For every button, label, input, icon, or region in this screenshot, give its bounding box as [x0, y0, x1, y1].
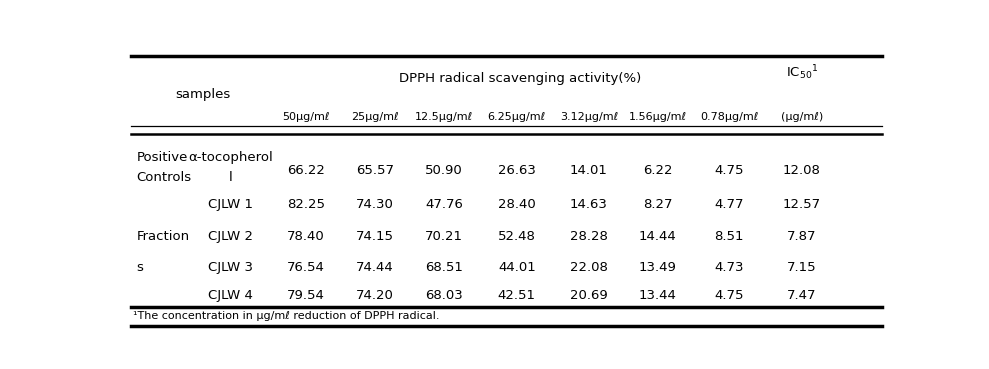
Text: CJLW 3: CJLW 3 — [209, 261, 253, 274]
Text: Fraction: Fraction — [136, 230, 190, 242]
Text: 74.30: 74.30 — [356, 198, 394, 211]
Text: 79.54: 79.54 — [287, 289, 325, 302]
Text: 74.15: 74.15 — [356, 230, 394, 242]
Text: 7.47: 7.47 — [787, 289, 817, 302]
Text: 14.44: 14.44 — [639, 230, 676, 242]
Text: (μg/mℓ): (μg/mℓ) — [781, 113, 823, 123]
Text: 44.01: 44.01 — [497, 261, 536, 274]
Text: CJLW 2: CJLW 2 — [209, 230, 253, 242]
Text: 52.48: 52.48 — [497, 230, 536, 242]
Text: 12.5μg/mℓ: 12.5μg/mℓ — [415, 113, 473, 123]
Text: DPPH radical scavenging activity(%): DPPH radical scavenging activity(%) — [400, 72, 642, 85]
Text: CJLW 1: CJLW 1 — [209, 198, 253, 211]
Text: 4.75: 4.75 — [714, 164, 744, 177]
Text: 28.40: 28.40 — [497, 198, 536, 211]
Text: CJLW 4: CJLW 4 — [209, 289, 253, 302]
Text: s: s — [136, 261, 143, 274]
Text: 4.77: 4.77 — [714, 198, 744, 211]
Text: 13.49: 13.49 — [639, 261, 676, 274]
Text: 8.51: 8.51 — [714, 230, 744, 242]
Text: Controls: Controls — [136, 171, 192, 184]
Text: 68.51: 68.51 — [425, 261, 463, 274]
Text: 65.57: 65.57 — [356, 164, 394, 177]
Text: 4.73: 4.73 — [714, 261, 744, 274]
Text: 50.90: 50.90 — [425, 164, 463, 177]
Text: 20.69: 20.69 — [570, 289, 608, 302]
Text: 1.56μg/mℓ: 1.56μg/mℓ — [629, 113, 687, 123]
Text: 25μg/mℓ: 25μg/mℓ — [351, 113, 399, 123]
Text: 12.57: 12.57 — [783, 198, 821, 211]
Text: 6.22: 6.22 — [643, 164, 673, 177]
Text: 22.08: 22.08 — [570, 261, 608, 274]
Text: 47.76: 47.76 — [425, 198, 463, 211]
Text: 13.44: 13.44 — [639, 289, 676, 302]
Text: ¹The concentration in μg/mℓ reduction of DPPH radical.: ¹The concentration in μg/mℓ reduction of… — [133, 311, 439, 321]
Text: 42.51: 42.51 — [497, 289, 536, 302]
Text: 70.21: 70.21 — [425, 230, 463, 242]
Text: α-tocopherol: α-tocopherol — [189, 151, 273, 165]
Text: 26.63: 26.63 — [497, 164, 536, 177]
Text: 6.25μg/mℓ: 6.25μg/mℓ — [488, 113, 546, 123]
Text: 74.20: 74.20 — [356, 289, 394, 302]
Text: 4.75: 4.75 — [714, 289, 744, 302]
Text: IC$_{50}$$^{1}$: IC$_{50}$$^{1}$ — [785, 63, 818, 82]
Text: 7.15: 7.15 — [787, 261, 817, 274]
Text: 8.27: 8.27 — [643, 198, 673, 211]
Text: 7.87: 7.87 — [787, 230, 817, 242]
Text: l: l — [229, 171, 232, 184]
Text: 66.22: 66.22 — [287, 164, 325, 177]
Text: 12.08: 12.08 — [783, 164, 821, 177]
Text: 68.03: 68.03 — [425, 289, 463, 302]
Text: 3.12μg/mℓ: 3.12μg/mℓ — [560, 113, 618, 123]
Text: 76.54: 76.54 — [287, 261, 325, 274]
Text: 14.63: 14.63 — [570, 198, 608, 211]
Text: Positive: Positive — [136, 151, 188, 165]
Text: 74.44: 74.44 — [356, 261, 394, 274]
Text: 14.01: 14.01 — [570, 164, 608, 177]
Text: 28.28: 28.28 — [570, 230, 608, 242]
Text: 82.25: 82.25 — [287, 198, 325, 211]
Text: 0.78μg/mℓ: 0.78μg/mℓ — [700, 113, 759, 123]
Text: 78.40: 78.40 — [287, 230, 325, 242]
Text: samples: samples — [175, 88, 230, 101]
Text: 50μg/mℓ: 50μg/mℓ — [282, 113, 329, 123]
